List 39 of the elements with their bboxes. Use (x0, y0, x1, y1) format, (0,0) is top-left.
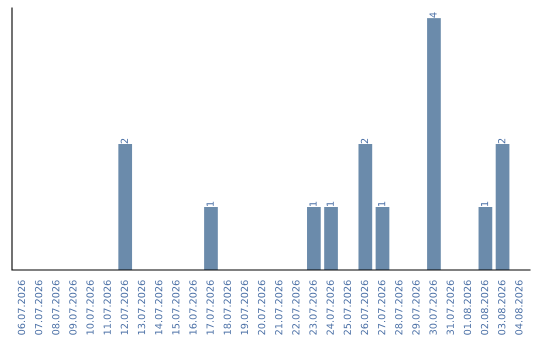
x-tick-label: 04.08.2026 (515, 280, 523, 335)
data-label: 2 (498, 138, 506, 144)
x-tick-label: 15.07.2026 (172, 280, 180, 334)
data-label: 1 (309, 202, 317, 206)
x-tick-label: 26.07.2026 (360, 280, 368, 335)
x-tick-label: 27.07.2026 (378, 280, 386, 335)
x-tick-label: 02.08.2026 (480, 280, 488, 335)
x-tick-label: 03.08.2026 (498, 280, 506, 335)
x-tick-label: 14.07.2026 (154, 280, 162, 334)
x-tick-label: 01.08.2026 (464, 280, 472, 335)
x-tick-label: 19.07.2026 (240, 280, 248, 334)
x-tick-label: 31.07.2026 (446, 280, 454, 335)
x-tick-label: 23.07.2026 (309, 280, 317, 335)
x-tick-label: 30.07.2026 (429, 280, 437, 335)
x-tick-label: 07.07.2026 (34, 280, 42, 335)
data-label: 1 (206, 202, 214, 206)
x-tick-label: 25.07.2026 (344, 280, 352, 335)
x-tick-label: 13.07.2026 (138, 280, 146, 334)
data-label: 2 (120, 138, 128, 144)
data-label: 1 (481, 202, 488, 206)
data-label: 1 (326, 202, 334, 206)
x-tick-label: 24.07.2026 (326, 280, 334, 335)
x-tick-label: 11.07.2026 (104, 280, 111, 334)
x-tick-label: 22.07.2026 (292, 280, 300, 335)
data-label: 1 (378, 202, 386, 206)
x-tick-label: 18.07.2026 (224, 280, 231, 334)
x-tick-label: 21.07.2026 (275, 280, 282, 335)
x-tick-label: 06.07.2026 (18, 280, 26, 335)
x-tick-label: 17.07.2026 (206, 280, 214, 334)
x-tick-label: 09.07.2026 (69, 280, 77, 335)
data-label: 4 (430, 12, 437, 18)
data-label: 2 (360, 138, 368, 144)
x-tick-label: 12.07.2026 (120, 280, 128, 334)
x-tick-label: 20.07.2026 (258, 280, 266, 335)
x-tick-label: 28.07.2026 (395, 280, 402, 335)
x-tick-label: 08.07.2026 (52, 280, 60, 335)
x-tick-label: 29.07.2026 (412, 280, 420, 335)
x-tick-label: 16.07.2026 (189, 280, 197, 334)
x-tick-label: 10.07.2026 (86, 280, 94, 334)
